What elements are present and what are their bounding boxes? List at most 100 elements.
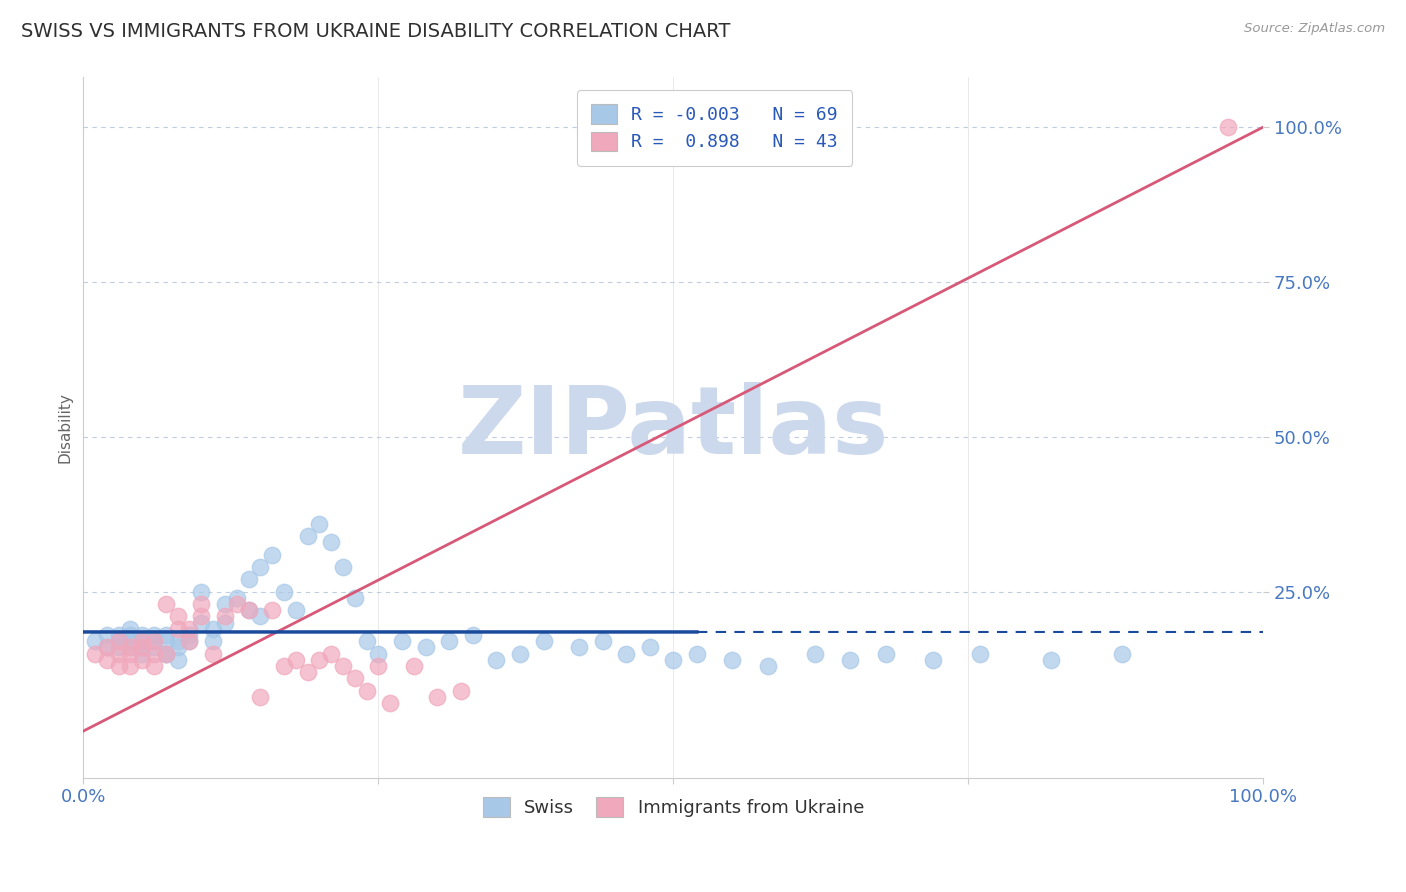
Y-axis label: Disability: Disability <box>58 392 72 463</box>
Point <box>839 653 862 667</box>
Point <box>143 647 166 661</box>
Point <box>343 591 366 605</box>
Point <box>155 597 177 611</box>
Point <box>308 653 330 667</box>
Point <box>143 659 166 673</box>
Point <box>190 584 212 599</box>
Point <box>131 640 153 655</box>
Point <box>638 640 661 655</box>
Point <box>96 653 118 667</box>
Point <box>262 548 284 562</box>
Point <box>131 634 153 648</box>
Point <box>262 603 284 617</box>
Point <box>238 603 260 617</box>
Point <box>84 634 107 648</box>
Point <box>143 634 166 648</box>
Point <box>155 647 177 661</box>
Point <box>214 615 236 630</box>
Point <box>166 622 188 636</box>
Point <box>297 665 319 680</box>
Point <box>343 672 366 686</box>
Point <box>485 653 508 667</box>
Point <box>107 647 129 661</box>
Point <box>225 591 247 605</box>
Point <box>166 634 188 648</box>
Point <box>1111 647 1133 661</box>
Point <box>437 634 460 648</box>
Point <box>120 659 142 673</box>
Point <box>143 640 166 655</box>
Point <box>378 696 401 710</box>
Point <box>875 647 897 661</box>
Point <box>804 647 827 661</box>
Point <box>356 634 378 648</box>
Text: Source: ZipAtlas.com: Source: ZipAtlas.com <box>1244 22 1385 36</box>
Point <box>190 609 212 624</box>
Point <box>84 647 107 661</box>
Point <box>96 640 118 655</box>
Point <box>367 659 389 673</box>
Point <box>297 529 319 543</box>
Point <box>107 634 129 648</box>
Point <box>225 597 247 611</box>
Point <box>179 634 201 648</box>
Point <box>107 659 129 673</box>
Point <box>179 634 201 648</box>
Point <box>131 653 153 667</box>
Point <box>284 603 307 617</box>
Point <box>249 560 271 574</box>
Point <box>155 628 177 642</box>
Point <box>332 560 354 574</box>
Point <box>402 659 425 673</box>
Point <box>166 653 188 667</box>
Point <box>107 634 129 648</box>
Point <box>249 690 271 704</box>
Point <box>332 659 354 673</box>
Point <box>190 597 212 611</box>
Point <box>1039 653 1062 667</box>
Point <box>120 622 142 636</box>
Point <box>367 647 389 661</box>
Point <box>202 647 225 661</box>
Point <box>131 640 153 655</box>
Point <box>179 628 201 642</box>
Point <box>756 659 779 673</box>
Point <box>131 647 153 661</box>
Text: SWISS VS IMMIGRANTS FROM UKRAINE DISABILITY CORRELATION CHART: SWISS VS IMMIGRANTS FROM UKRAINE DISABIL… <box>21 22 731 41</box>
Point <box>686 647 709 661</box>
Point <box>96 628 118 642</box>
Point <box>107 640 129 655</box>
Point <box>461 628 484 642</box>
Point <box>131 628 153 642</box>
Point <box>415 640 437 655</box>
Point <box>190 615 212 630</box>
Point <box>143 628 166 642</box>
Point <box>273 659 295 673</box>
Point <box>308 516 330 531</box>
Point <box>319 647 342 661</box>
Point <box>721 653 744 667</box>
Text: ZIPatlas: ZIPatlas <box>457 382 889 474</box>
Point <box>238 603 260 617</box>
Point <box>238 572 260 586</box>
Point <box>120 628 142 642</box>
Point <box>155 647 177 661</box>
Point <box>120 634 142 648</box>
Point <box>166 609 188 624</box>
Point <box>614 647 637 661</box>
Point <box>319 535 342 549</box>
Point <box>969 647 991 661</box>
Point <box>356 683 378 698</box>
Point <box>922 653 945 667</box>
Point <box>202 622 225 636</box>
Point <box>155 647 177 661</box>
Point <box>131 634 153 648</box>
Point <box>202 634 225 648</box>
Point <box>426 690 449 704</box>
Point <box>662 653 685 667</box>
Point <box>533 634 555 648</box>
Point <box>166 640 188 655</box>
Point <box>120 647 142 661</box>
Point <box>179 622 201 636</box>
Point <box>391 634 413 648</box>
